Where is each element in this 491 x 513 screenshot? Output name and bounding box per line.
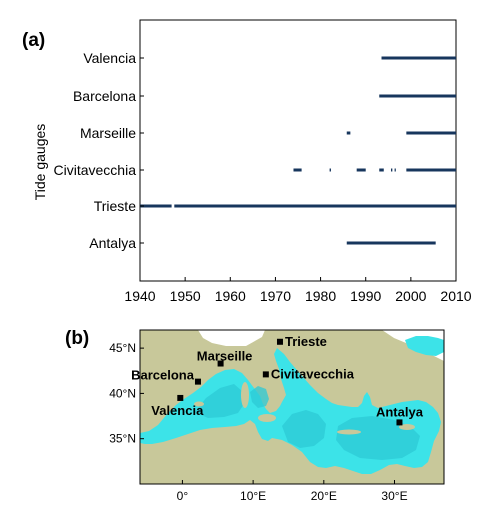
timeline-chart: (a) Tide gauges Valencia Barcelona Marseil… [22,19,472,304]
deep-basin-tyrrhenian [250,386,269,408]
x-tick-label-1940: 1940 [124,288,155,304]
black-sea [405,336,444,356]
station-marker-barcelona [194,378,201,385]
lon-tick-label-20: 20°E [311,489,337,503]
unmapped-land-left [198,330,265,346]
station-marker-civitavecchia [262,371,269,378]
record-segment-marseille-0 [346,131,351,135]
station-label-antalya: Antalya [376,404,424,419]
gauge-label-barcelona: Barcelona [73,88,136,104]
deep-basin-west [195,384,244,418]
record-segment-civitavecchia-1 [329,168,331,172]
station-marker-trieste [276,338,283,345]
station-label-marseille: Marseille [197,349,253,364]
x-tick-label-1950: 1950 [170,288,201,304]
record-segment-barcelona-0 [379,94,456,98]
station-label-trieste: Trieste [285,334,327,349]
x-tick-label-1960: 1960 [215,288,246,304]
longitude-ticks: 0° 10°E 20°E 30°E [177,480,408,503]
record-segment-civitavecchia-3 [379,168,384,172]
record-segment-civitavecchia-4 [390,168,393,172]
lon-tick-label-30: 30°E [381,489,407,503]
gauge-label-marseille: Marseille [80,125,136,141]
x-tick-label-2000: 2000 [395,288,426,304]
y-axis-title: Tide gauges [32,124,48,201]
map-frame [139,329,445,485]
station-label-barcelona: Barcelona [131,368,195,383]
station-marker-antalya [396,419,403,426]
gauge-label-antalya: Antalya [89,235,136,251]
lat-tick-label-35: 35°N [109,432,136,446]
island-mallorca [194,401,204,407]
station-marker-valencia [177,394,184,401]
record-segment-trieste-0 [140,204,172,208]
record-segment-trieste-1 [174,204,456,208]
record-segment-antalya-0 [346,241,436,245]
deep-basin-ionian [282,410,326,448]
gauge-label-civitavecchia: Civitavecchia [54,162,137,178]
record-segment-civitavecchia-2 [356,168,366,172]
map-body [140,330,444,484]
island-sicily [258,414,276,422]
year-ticks: 1940 1950 1960 1970 1980 1990 2000 2010 [124,277,472,304]
x-tick-label-1980: 1980 [305,288,336,304]
station-label-valencia: Valencia [151,403,204,418]
gauge-labels: Valencia Barcelona Marseille Civitavecchia T… [54,50,144,251]
record-segment-civitavecchia-6 [406,168,456,172]
panel-b-label: (b) [65,328,89,349]
record-segment-valencia-0 [381,56,456,60]
lon-tick-label-0: 0° [177,489,189,503]
island-crete [337,429,361,435]
plot-area-frame [139,19,457,282]
island-cyprus [399,424,415,430]
lat-tick-label-45: 45°N [109,341,136,355]
latitude-ticks: 35°N 40°N 45°N [109,341,144,446]
gauge-label-trieste: Trieste [94,198,136,214]
panel-a-label: (a) [22,30,45,51]
station-label-civitavecchia: Civitavecchia [271,366,355,381]
gauge-records [140,56,456,245]
gauge-label-valencia: Valencia [83,50,136,66]
station-marker-marseille [217,360,224,367]
island-corsica-sardinia [241,382,249,408]
x-tick-label-1990: 1990 [350,288,381,304]
record-segment-civitavecchia-5 [394,168,396,172]
station-map: (b) [65,328,445,503]
lat-tick-label-40: 40°N [109,386,136,400]
x-tick-label-2010: 2010 [440,288,471,304]
x-tick-label-1970: 1970 [260,288,291,304]
record-segment-marseille-1 [406,131,456,135]
record-segment-civitavecchia-0 [293,168,302,172]
islands [194,382,415,435]
lon-tick-label-10: 10°E [240,489,266,503]
